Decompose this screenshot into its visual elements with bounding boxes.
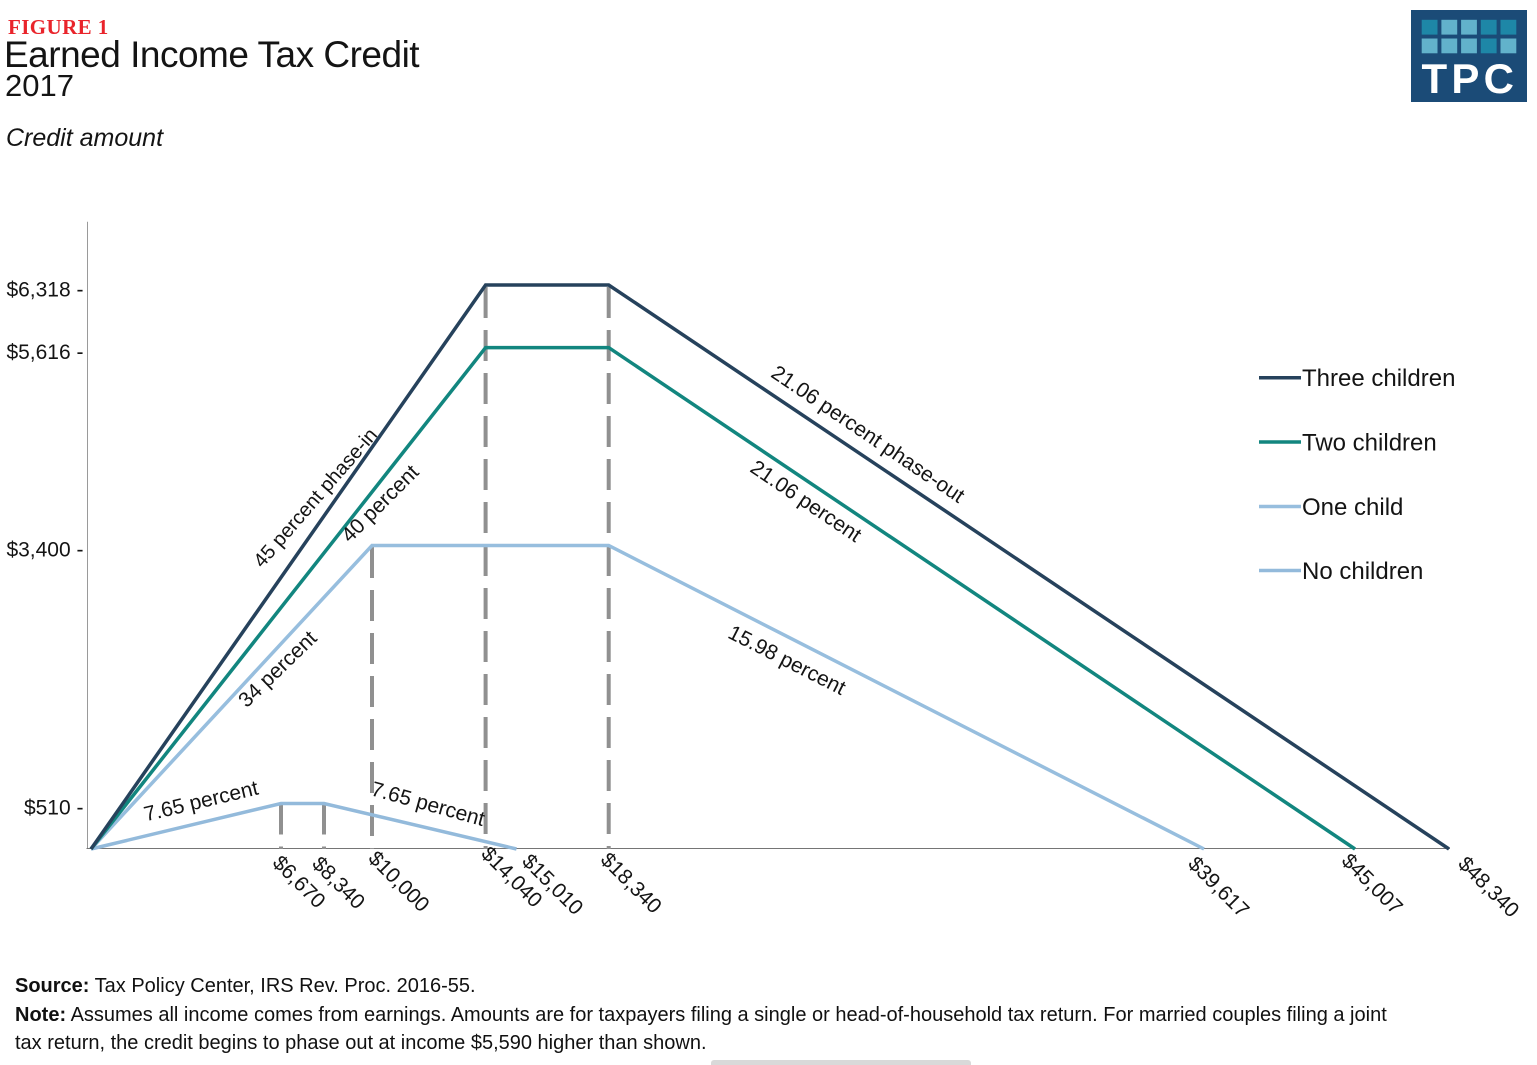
- svg-text:45 percent phase-in: 45 percent phase-in: [249, 424, 382, 572]
- svg-text:Two children: Two children: [1302, 429, 1437, 456]
- svg-text:No children: No children: [1302, 558, 1423, 585]
- svg-text:Three children: Three children: [1302, 365, 1455, 392]
- svg-text:7.65 percent: 7.65 percent: [142, 777, 261, 827]
- svg-text:$510 -: $510 -: [24, 797, 84, 820]
- svg-text:21.06 percent: 21.06 percent: [746, 456, 865, 547]
- svg-text:7.65 percent: 7.65 percent: [369, 778, 488, 831]
- svg-text:34 percent: 34 percent: [234, 627, 321, 713]
- svg-text:$18,340: $18,340: [596, 848, 666, 918]
- svg-text:$6,318 -: $6,318 -: [6, 279, 83, 302]
- svg-text:$3,400 -: $3,400 -: [6, 539, 83, 562]
- svg-text:TPC: TPC: [1422, 55, 1519, 102]
- svg-text:$39,617: $39,617: [1183, 852, 1253, 922]
- svg-text:$10,000: $10,000: [364, 847, 434, 917]
- svg-text:$48,340: $48,340: [1453, 852, 1523, 922]
- svg-text:$45,007: $45,007: [1337, 849, 1407, 919]
- svg-text:$5,616 -: $5,616 -: [6, 341, 83, 364]
- svg-text:One child: One child: [1302, 494, 1403, 521]
